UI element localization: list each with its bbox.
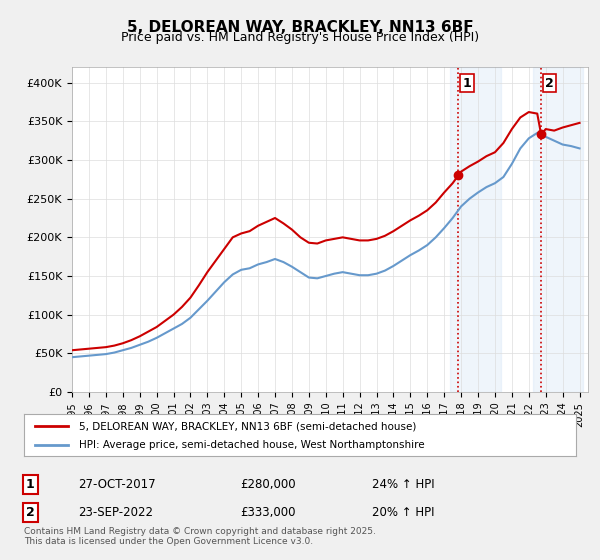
Text: 23-SEP-2022: 23-SEP-2022 (78, 506, 153, 519)
Text: HPI: Average price, semi-detached house, West Northamptonshire: HPI: Average price, semi-detached house,… (79, 440, 425, 450)
Text: 5, DELOREAN WAY, BRACKLEY, NN13 6BF (semi-detached house): 5, DELOREAN WAY, BRACKLEY, NN13 6BF (sem… (79, 421, 416, 431)
Bar (533, 67, 583, 392)
Text: £280,000: £280,000 (240, 478, 296, 491)
Bar (450, 67, 500, 392)
Text: 2: 2 (545, 77, 554, 90)
Text: £333,000: £333,000 (240, 506, 296, 519)
Text: 27-OCT-2017: 27-OCT-2017 (78, 478, 155, 491)
Text: 24% ↑ HPI: 24% ↑ HPI (372, 478, 434, 491)
Text: 2: 2 (26, 506, 34, 519)
Text: 5, DELOREAN WAY, BRACKLEY, NN13 6BF: 5, DELOREAN WAY, BRACKLEY, NN13 6BF (127, 20, 473, 35)
Text: Contains HM Land Registry data © Crown copyright and database right 2025.
This d: Contains HM Land Registry data © Crown c… (24, 526, 376, 546)
Text: 1: 1 (463, 77, 471, 90)
Text: Price paid vs. HM Land Registry's House Price Index (HPI): Price paid vs. HM Land Registry's House … (121, 31, 479, 44)
Text: 20% ↑ HPI: 20% ↑ HPI (372, 506, 434, 519)
Text: 1: 1 (26, 478, 34, 491)
